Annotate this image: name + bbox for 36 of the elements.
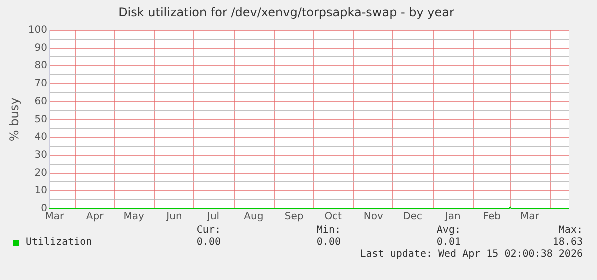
text: 0.00 bbox=[316, 237, 341, 248]
text: Max: bbox=[558, 225, 583, 236]
y-tick-label: 100 bbox=[28, 24, 48, 36]
y-tick-label: 50 bbox=[34, 114, 48, 126]
text: 0.00 bbox=[196, 237, 221, 248]
y-tick-label: 80 bbox=[34, 60, 48, 72]
x-tick-label: Jul bbox=[206, 212, 220, 223]
y-tick-label: 0 bbox=[41, 204, 48, 215]
x-tick-label: Nov bbox=[364, 212, 384, 223]
x-tick-label: Oct bbox=[324, 212, 342, 223]
y-tick-label: 90 bbox=[34, 42, 48, 54]
y-tick-label: 60 bbox=[34, 96, 48, 108]
x-tick-label: Aug bbox=[244, 212, 264, 223]
y-axis-title: % busy bbox=[7, 98, 22, 142]
y-tick-label: 40 bbox=[34, 132, 48, 144]
y-tick-label: 70 bbox=[34, 78, 48, 90]
text: 0.01 bbox=[436, 237, 461, 248]
legend-label: Utilization bbox=[26, 237, 92, 248]
x-tick-label: Jun bbox=[166, 212, 182, 223]
x-tick-label: Apr bbox=[86, 212, 105, 223]
text: Avg: bbox=[436, 225, 461, 236]
text: Cur: bbox=[196, 225, 221, 236]
x-tick-label: Jan bbox=[444, 212, 461, 223]
chart-title: Disk utilization for /dev/xenvg/torpsapka-swap - by year bbox=[118, 5, 455, 20]
x-tick-label: Mar bbox=[45, 212, 66, 223]
text: Last update: Wed Apr 15 02:00:38 2026 bbox=[360, 249, 583, 260]
y-tick-label: 20 bbox=[34, 168, 48, 179]
y-tick-label: 10 bbox=[34, 186, 48, 197]
y-tick-label: 30 bbox=[34, 150, 48, 162]
x-tick-label: May bbox=[124, 212, 145, 223]
x-tick-label: Sep bbox=[284, 212, 304, 223]
text: Min: bbox=[316, 225, 341, 236]
x-tick-label: Dec bbox=[403, 212, 422, 223]
x-tick-label: Mar bbox=[520, 212, 540, 223]
text: 18.63 bbox=[552, 237, 583, 248]
x-tick-label: Feb bbox=[483, 212, 502, 223]
